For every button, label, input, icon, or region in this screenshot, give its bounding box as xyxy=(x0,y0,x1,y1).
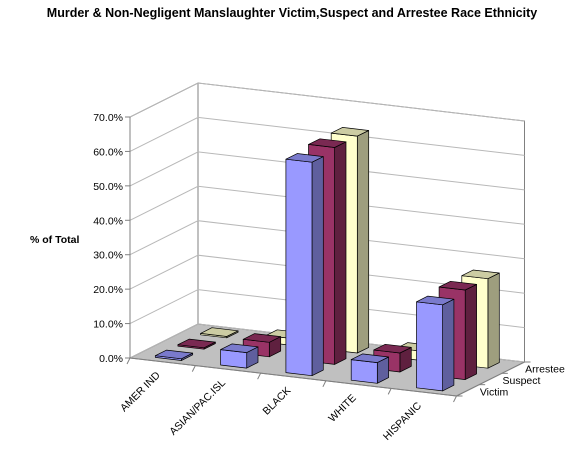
x-tick-mark xyxy=(191,365,196,372)
gridline xyxy=(129,289,525,329)
bar-victim-2 xyxy=(220,343,259,369)
bar-victim-4 xyxy=(350,353,389,384)
bar-victim-1 xyxy=(154,349,194,361)
y-axis-ticks: 0.0% 10.0% 20.0% 30.0% 40.0% 50.0% 60.0% 70.0% xyxy=(93,112,131,365)
y-tick-label: 30.0% xyxy=(93,250,123,262)
y-tick-label: 40.0% xyxy=(93,215,123,227)
x-tick-mark xyxy=(322,380,327,388)
y-tick-label: 70.0% xyxy=(93,112,123,124)
x-tick-mark xyxy=(257,372,262,380)
gridline xyxy=(129,220,525,260)
series-label: Suspect xyxy=(503,375,541,387)
x-tick-mark xyxy=(126,357,131,365)
y-tick-label: 10.0% xyxy=(93,319,123,331)
series-label: Victim xyxy=(480,386,509,398)
bar-suspect-1 xyxy=(177,338,216,350)
floor-axis xyxy=(126,357,531,403)
category-label: WHITE xyxy=(326,392,358,424)
gridline xyxy=(129,116,525,156)
gridline xyxy=(129,151,525,191)
y-tick-label: 60.0% xyxy=(93,146,123,158)
category-label: AMER IND xyxy=(118,369,163,414)
chart-side-wall xyxy=(129,82,199,359)
x-tick-mark xyxy=(387,388,392,395)
series-label: Arrestee xyxy=(525,364,565,376)
y-tick-label: 20.0% xyxy=(93,284,123,296)
x-tick-mark xyxy=(453,395,457,403)
z-axis-line xyxy=(456,361,525,397)
category-label: HISPANIC xyxy=(381,400,424,443)
x-axis-line xyxy=(129,357,457,397)
bar-victim-3 xyxy=(285,153,324,377)
gridline xyxy=(129,82,525,122)
gridline xyxy=(129,185,525,225)
gridline xyxy=(129,254,525,294)
category-label: ASIAN/PAC.ISL xyxy=(167,377,228,438)
bar-victim-5 xyxy=(416,295,455,392)
y-tick-label: 50.0% xyxy=(93,181,123,193)
category-label: BLACK xyxy=(261,385,294,418)
y-axis-title: % of Total xyxy=(30,234,79,246)
bars xyxy=(154,127,500,392)
bar-arrestee-1 xyxy=(200,327,239,339)
y-tick-label: 0.0% xyxy=(99,353,123,365)
chart-title: Murder & Non-Negligent Manslaughter Vict… xyxy=(46,6,538,20)
